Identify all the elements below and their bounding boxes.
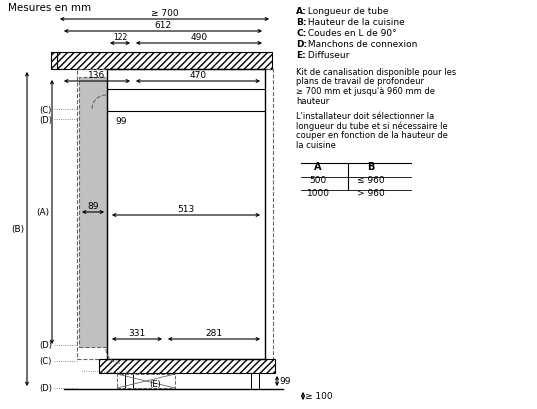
Text: plans de travail de profondeur: plans de travail de profondeur — [296, 77, 424, 86]
Text: 281: 281 — [206, 328, 222, 337]
Text: (C): (C) — [40, 357, 52, 366]
Text: ≤ 960: ≤ 960 — [357, 175, 385, 184]
Text: (D): (D) — [39, 341, 52, 350]
Text: B: B — [367, 162, 375, 172]
Text: 99: 99 — [279, 377, 291, 386]
Text: A:: A: — [296, 7, 307, 16]
Text: (A): (A) — [36, 208, 49, 217]
Text: (D): (D) — [39, 384, 52, 393]
Text: 122: 122 — [113, 33, 127, 42]
Text: A: A — [314, 162, 322, 172]
Text: Longueur de tube: Longueur de tube — [305, 7, 388, 16]
Text: couper en fonction de la hauteur de: couper en fonction de la hauteur de — [296, 131, 448, 139]
Text: (D): (D) — [39, 115, 52, 124]
Text: E:: E: — [296, 51, 306, 60]
Text: Hauteur de la cuisine: Hauteur de la cuisine — [305, 18, 405, 27]
Text: C:: C: — [296, 29, 306, 38]
Text: Manchons de connexion: Manchons de connexion — [305, 40, 417, 49]
Bar — [125, 373, 133, 389]
Text: Kit de canalisation disponible pour les: Kit de canalisation disponible pour les — [296, 68, 456, 77]
Text: (C): (C) — [40, 105, 52, 114]
Text: 612: 612 — [155, 21, 171, 30]
Text: hauteur: hauteur — [296, 96, 329, 105]
Bar — [77, 70, 273, 359]
Text: B:: B: — [296, 18, 307, 27]
Text: la cuisine: la cuisine — [296, 140, 336, 149]
Text: 513: 513 — [177, 204, 194, 213]
Text: 331: 331 — [128, 328, 146, 337]
Text: (B): (B) — [11, 225, 24, 234]
Text: longueur du tube et si nécessaire le: longueur du tube et si nécessaire le — [296, 121, 448, 131]
Text: Mesures en mm: Mesures en mm — [8, 3, 91, 13]
Text: ≥ 700: ≥ 700 — [151, 9, 178, 18]
Bar — [57, 53, 272, 70]
Text: Coudes en L de 90°: Coudes en L de 90° — [305, 29, 397, 38]
Text: 500: 500 — [309, 175, 326, 184]
Text: D:: D: — [296, 40, 307, 49]
Bar — [251, 373, 259, 389]
Text: 89: 89 — [87, 202, 99, 211]
Bar — [99, 359, 275, 373]
Text: 99: 99 — [115, 117, 127, 126]
Text: 490: 490 — [191, 33, 208, 42]
Text: 1000: 1000 — [307, 189, 330, 198]
Text: (E): (E) — [149, 380, 161, 389]
Text: Diffuseur: Diffuseur — [305, 51, 350, 60]
Text: 470: 470 — [190, 71, 207, 80]
Bar — [51, 53, 57, 70]
Bar — [117, 374, 175, 388]
Text: L'installateur doit sélectionner la: L'installateur doit sélectionner la — [296, 112, 434, 121]
Bar — [79, 78, 107, 347]
Text: > 960: > 960 — [357, 189, 385, 198]
Text: 136: 136 — [89, 71, 106, 80]
Text: ≥ 700 mm et jusqu'à 960 mm de: ≥ 700 mm et jusqu'à 960 mm de — [296, 87, 435, 96]
Text: ≥ 100: ≥ 100 — [305, 391, 332, 400]
